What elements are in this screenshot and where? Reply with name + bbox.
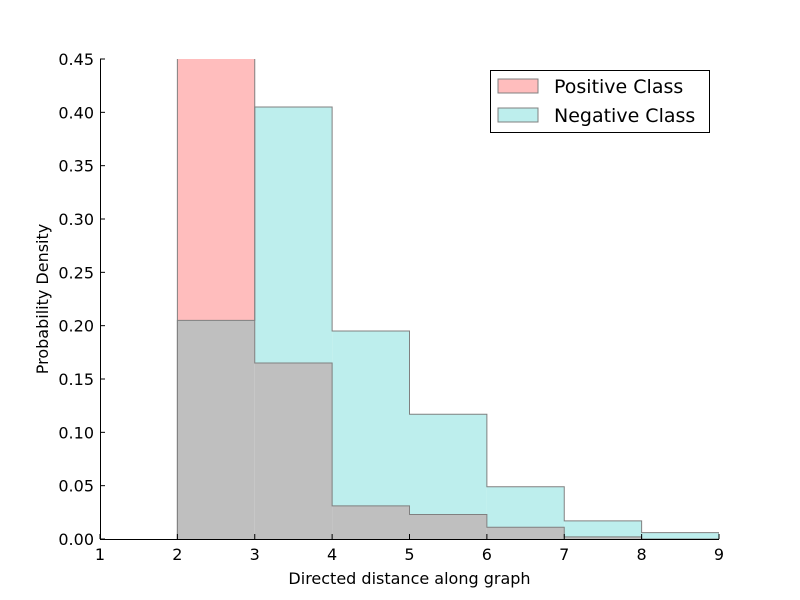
y-tick-label: 0.25	[58, 263, 94, 282]
legend-swatch-negative-class	[497, 107, 539, 123]
bar-negative-class-bin-6	[486, 486, 565, 528]
bar-overlap-bin-6	[486, 527, 565, 539]
x-tick-label: 9	[714, 545, 724, 564]
legend: Positive Class Negative Class	[490, 70, 710, 133]
y-tick-label: 0.45	[58, 50, 94, 69]
y-tick-label: 0.00	[58, 530, 94, 549]
y-tick-label: 0.05	[58, 477, 94, 496]
legend-label-negative-class: Negative Class	[554, 105, 695, 127]
bar-negative-class-bin-8	[641, 532, 719, 539]
x-tick-label: 8	[637, 545, 647, 564]
bar-overlap-bin-3	[254, 363, 333, 539]
series-outline-negative-class	[176, 106, 719, 539]
plot-area	[176, 59, 719, 539]
bar-negative-class-bin-7	[564, 520, 642, 537]
bar-overlap-bin-2	[177, 320, 255, 539]
bar-overlap-bin-5	[409, 514, 487, 539]
y-tick-label: 0.10	[58, 423, 94, 442]
bar-negative-class-bin-5	[409, 414, 487, 515]
x-tick-label: 1	[95, 545, 105, 564]
x-tick-label: 3	[250, 545, 260, 564]
bar-overlap-bin-4	[332, 505, 410, 539]
x-tick-label: 7	[559, 545, 569, 564]
y-tick-label: 0.15	[58, 370, 94, 389]
bar-negative-class-bin-3	[254, 107, 333, 363]
x-tick-label: 4	[327, 545, 337, 564]
y-tick-label: 0.20	[58, 317, 94, 336]
x-tick-label: 2	[172, 545, 182, 564]
ticks: 1 2 3 4 5 6 7 8 9 0.00 0.05 0.10 0.15 0.20 0.25 0.30 0.3…	[58, 50, 724, 564]
axes	[100, 59, 719, 540]
legend-swatch-positive-class	[497, 78, 539, 94]
bar-overlap-bin-7	[564, 536, 642, 539]
x-tick-label: 5	[404, 545, 414, 564]
y-tick-label: 0.30	[58, 210, 94, 229]
y-tick-label: 0.35	[58, 157, 94, 176]
bar-negative-class-bin-4	[332, 331, 410, 506]
bar-positive-class-bin-2	[177, 59, 255, 321]
legend-label-positive-class: Positive Class	[554, 76, 683, 98]
y-axis-title: Probability Density	[33, 224, 52, 375]
y-tick-label: 0.40	[58, 103, 94, 122]
x-tick-label: 6	[482, 545, 492, 564]
x-axis-title: Directed distance along graph	[288, 569, 530, 588]
